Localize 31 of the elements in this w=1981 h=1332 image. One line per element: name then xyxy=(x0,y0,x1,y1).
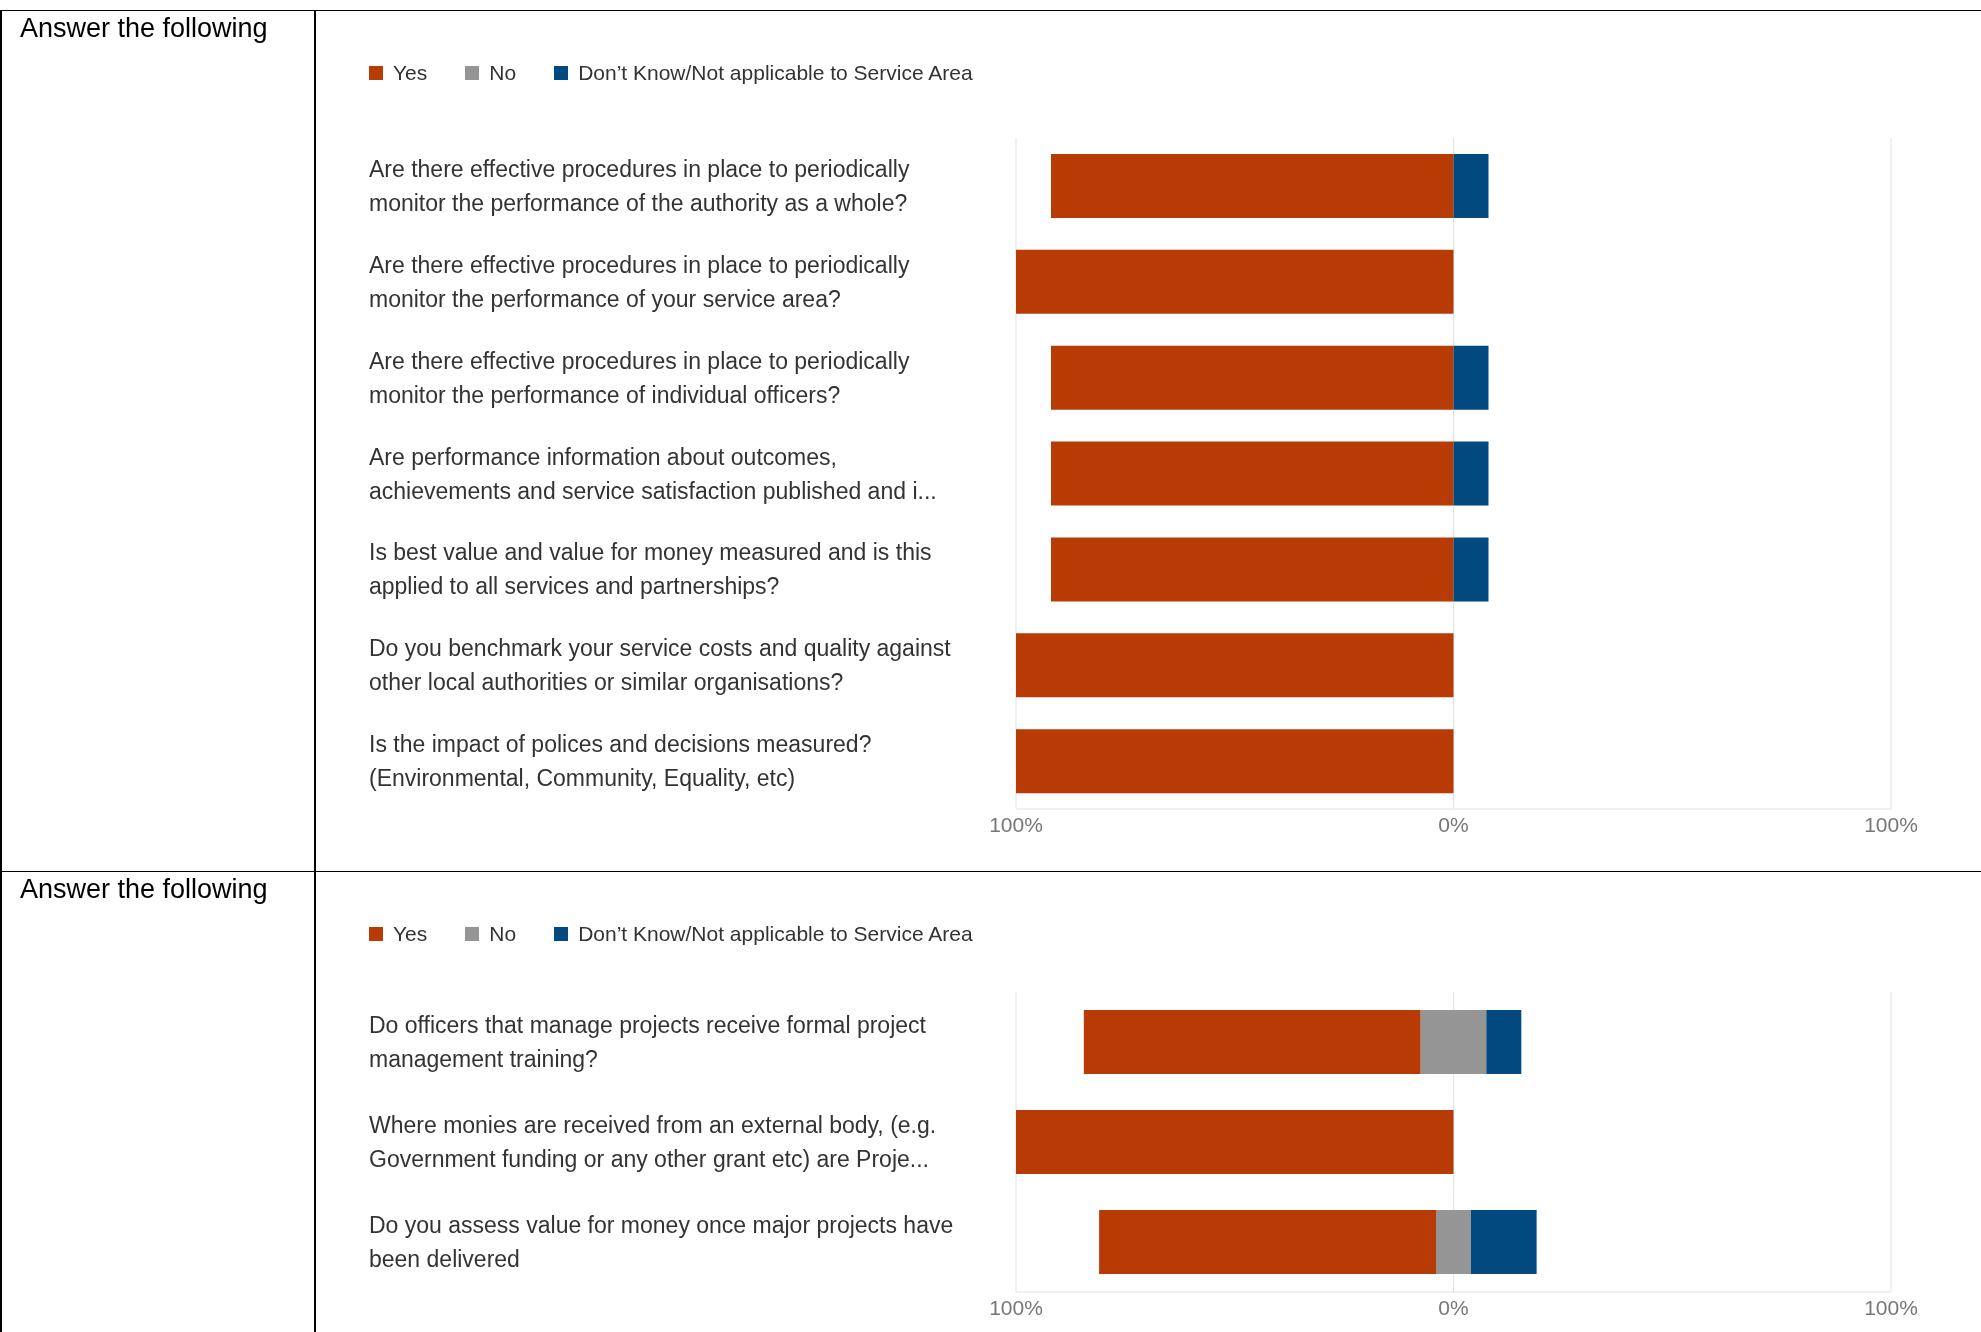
y-tick-label: Do you assess value for money once major projects have been delivered xyxy=(369,1211,955,1274)
legend-label: No xyxy=(489,61,517,85)
legend-label: No xyxy=(489,922,517,946)
text: Answer the following xyxy=(20,13,269,44)
bar xyxy=(1420,1010,1487,1074)
bar xyxy=(1486,1010,1522,1074)
x-tick-label: 0% xyxy=(1438,1295,1469,1319)
bar xyxy=(1436,1210,1471,1274)
legend-label: Don’t Know/Not applicable to Service Area xyxy=(578,922,973,946)
bar xyxy=(1083,1010,1421,1074)
legend-label: Yes xyxy=(393,61,428,85)
x-tick-label: 100% xyxy=(1864,1295,1918,1319)
y-tick-label: Do officers that manage projects receive formal project management training? xyxy=(369,1011,927,1074)
bar xyxy=(1016,1110,1454,1174)
y-tick-label: Are there effective procedures in place to periodically monitor the performance of the authority as a whole? xyxy=(369,154,911,218)
y-tick-label: Is best value and value for money measured and is this applied to all services and partnerships? xyxy=(369,538,933,602)
x-tick-label: 100% xyxy=(989,1295,1043,1319)
y-tick-label: Where monies are received from an external body, (e.g. Government funding or any other grant etc) are Proje... xyxy=(369,1111,938,1174)
x-tick-label: 100% xyxy=(989,812,1043,836)
x-tick-label: 100% xyxy=(1864,812,1918,836)
text: Answer the following xyxy=(20,874,269,905)
x-tick-label: 0% xyxy=(1438,812,1469,836)
legend-label: Yes xyxy=(393,922,428,946)
y-tick-label: Are there effective procedures in place to periodically monitor the performance of your service area? xyxy=(369,250,911,314)
y-tick-label: Are there effective procedures in place to periodically monitor the performance of individual officers? xyxy=(369,346,911,410)
y-tick-label: Are performance information about outcomes, achievements and service satisfaction published and i... xyxy=(369,442,938,506)
y-tick-label: Do you benchmark your service costs and quality against other local authorities or similar organisations? xyxy=(369,634,952,698)
bar xyxy=(1471,1210,1537,1274)
y-tick-label: Is the impact of polices and decisions measured? (Environmental, Community, Equality, etc) xyxy=(369,730,873,794)
legend-label: Don’t Know/Not applicable to Service Area xyxy=(578,61,973,85)
bar xyxy=(1099,1210,1436,1274)
